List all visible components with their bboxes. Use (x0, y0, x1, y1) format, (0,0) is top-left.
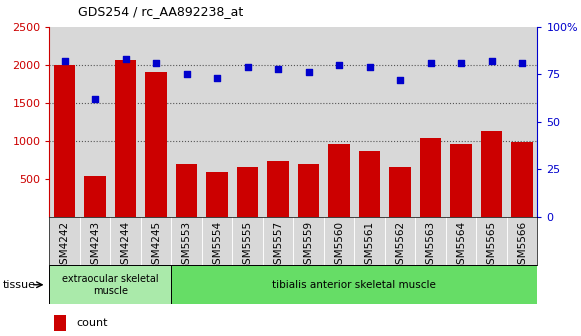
Bar (145, 73, 167, 217)
Text: GSM5559: GSM5559 (304, 221, 314, 271)
Bar (49, 265, 171, 304)
Text: GSM5553: GSM5553 (182, 221, 192, 271)
Bar (389, 167, 411, 217)
Text: GSM5566: GSM5566 (517, 221, 527, 271)
Bar (450, 144, 472, 217)
Text: GSM5562: GSM5562 (395, 221, 405, 271)
Point (335, 62, 344, 68)
Bar (359, 152, 381, 217)
Text: GSM5560: GSM5560 (334, 221, 344, 270)
Bar (420, 138, 442, 217)
Point (518, 60, 527, 66)
Text: GSM5554: GSM5554 (212, 221, 222, 271)
Text: GSM4243: GSM4243 (90, 221, 100, 271)
Text: extraocular skeletal
muscle: extraocular skeletal muscle (62, 274, 159, 296)
Point (152, 60, 161, 66)
Bar (237, 167, 259, 217)
Text: GSM5564: GSM5564 (456, 221, 466, 271)
Text: count: count (76, 319, 107, 328)
Text: GSM4242: GSM4242 (60, 221, 70, 271)
Point (365, 64, 374, 70)
Text: GDS254 / rc_AA892238_at: GDS254 / rc_AA892238_at (78, 5, 243, 18)
Bar (328, 144, 350, 217)
Text: GSM4245: GSM4245 (151, 221, 161, 271)
Bar (206, 172, 228, 217)
Text: GSM4244: GSM4244 (121, 221, 131, 271)
Bar (171, 265, 537, 304)
Point (213, 76, 222, 81)
Text: GSM5565: GSM5565 (487, 221, 497, 271)
Text: tibialis anterior skeletal muscle: tibialis anterior skeletal muscle (272, 280, 436, 290)
Point (304, 70, 313, 75)
Point (396, 77, 405, 83)
Point (121, 56, 130, 62)
Bar (481, 131, 503, 217)
Text: GSM5563: GSM5563 (426, 221, 436, 271)
Bar (54, 316, 66, 331)
Point (274, 66, 283, 71)
Point (91, 96, 100, 102)
Bar (54, 65, 76, 217)
Text: GSM5555: GSM5555 (243, 221, 253, 271)
Text: GSM5557: GSM5557 (273, 221, 283, 271)
Bar (511, 142, 533, 217)
Text: GSM5561: GSM5561 (365, 221, 375, 271)
Bar (298, 164, 320, 217)
Bar (176, 164, 198, 217)
Point (60, 58, 69, 64)
Text: tissue: tissue (3, 280, 36, 290)
Bar (115, 60, 137, 217)
Point (487, 58, 496, 64)
Point (182, 72, 191, 77)
Point (243, 64, 252, 70)
Bar (84, 176, 106, 217)
Bar (267, 161, 289, 217)
Point (426, 60, 435, 66)
Point (457, 60, 466, 66)
